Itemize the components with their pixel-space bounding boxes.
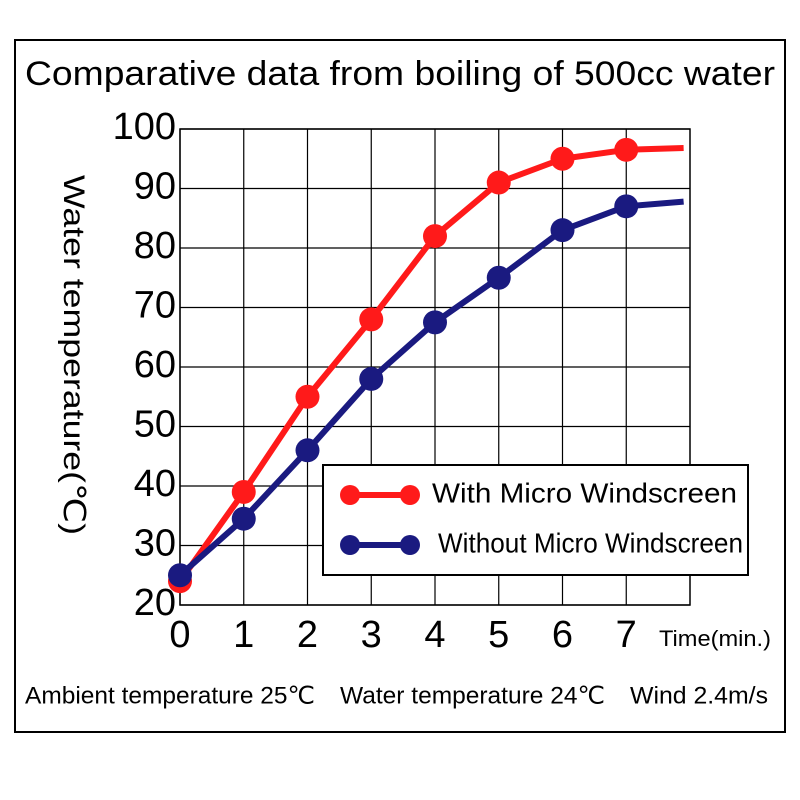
note: Water temperature 24℃ <box>340 682 605 709</box>
chart-title: Comparative data from boiling of 500cc w… <box>25 55 775 93</box>
data-point <box>359 307 384 332</box>
x-tick-label: 1 <box>233 614 254 656</box>
y-tick-label: 60 <box>134 344 176 386</box>
x-tick-label: 5 <box>488 614 509 656</box>
legend-marker <box>400 535 420 555</box>
legend-label: With Micro Windscreen <box>432 477 737 508</box>
data-point <box>550 218 575 243</box>
y-tick-label: 30 <box>134 523 176 565</box>
data-point <box>614 137 639 162</box>
data-point <box>486 170 511 195</box>
legend-label: Without Micro Windscreen <box>438 527 743 558</box>
data-point <box>486 265 511 290</box>
frame <box>14 39 786 733</box>
data-point <box>550 146 575 171</box>
x-tick-label: 4 <box>424 614 445 656</box>
data-point <box>295 438 320 463</box>
note: Ambient temperature 25℃ <box>25 682 315 709</box>
data-point <box>295 384 320 409</box>
legend-marker <box>340 485 360 505</box>
y-tick-label: 90 <box>134 166 176 208</box>
x-tick-label: 7 <box>616 614 637 656</box>
x-tick-label: 6 <box>552 614 573 656</box>
data-point <box>614 194 639 219</box>
y-tick-label: 80 <box>134 225 176 267</box>
data-point <box>423 224 447 249</box>
y-tick-label: 100 <box>113 106 176 148</box>
data-point <box>168 563 192 588</box>
legend <box>322 464 749 576</box>
y-tick-label: 50 <box>134 404 176 446</box>
data-point <box>231 506 256 531</box>
data-point <box>423 310 447 335</box>
y-tick-label: 20 <box>134 582 176 624</box>
data-point <box>231 479 256 504</box>
x-tick-label: 2 <box>297 614 318 656</box>
legend-marker <box>340 535 360 555</box>
x-tick-label: 3 <box>361 614 382 656</box>
x-tick-label: 0 <box>169 614 190 656</box>
x-axis-label: Time(min.) <box>659 626 771 651</box>
note: Wind 2.4m/s <box>630 682 768 709</box>
y-axis-label: Water temperature(℃) <box>57 175 90 535</box>
legend-marker <box>400 485 420 505</box>
y-tick-label: 70 <box>134 285 176 327</box>
data-point <box>359 366 384 391</box>
y-tick-label: 40 <box>134 463 176 505</box>
